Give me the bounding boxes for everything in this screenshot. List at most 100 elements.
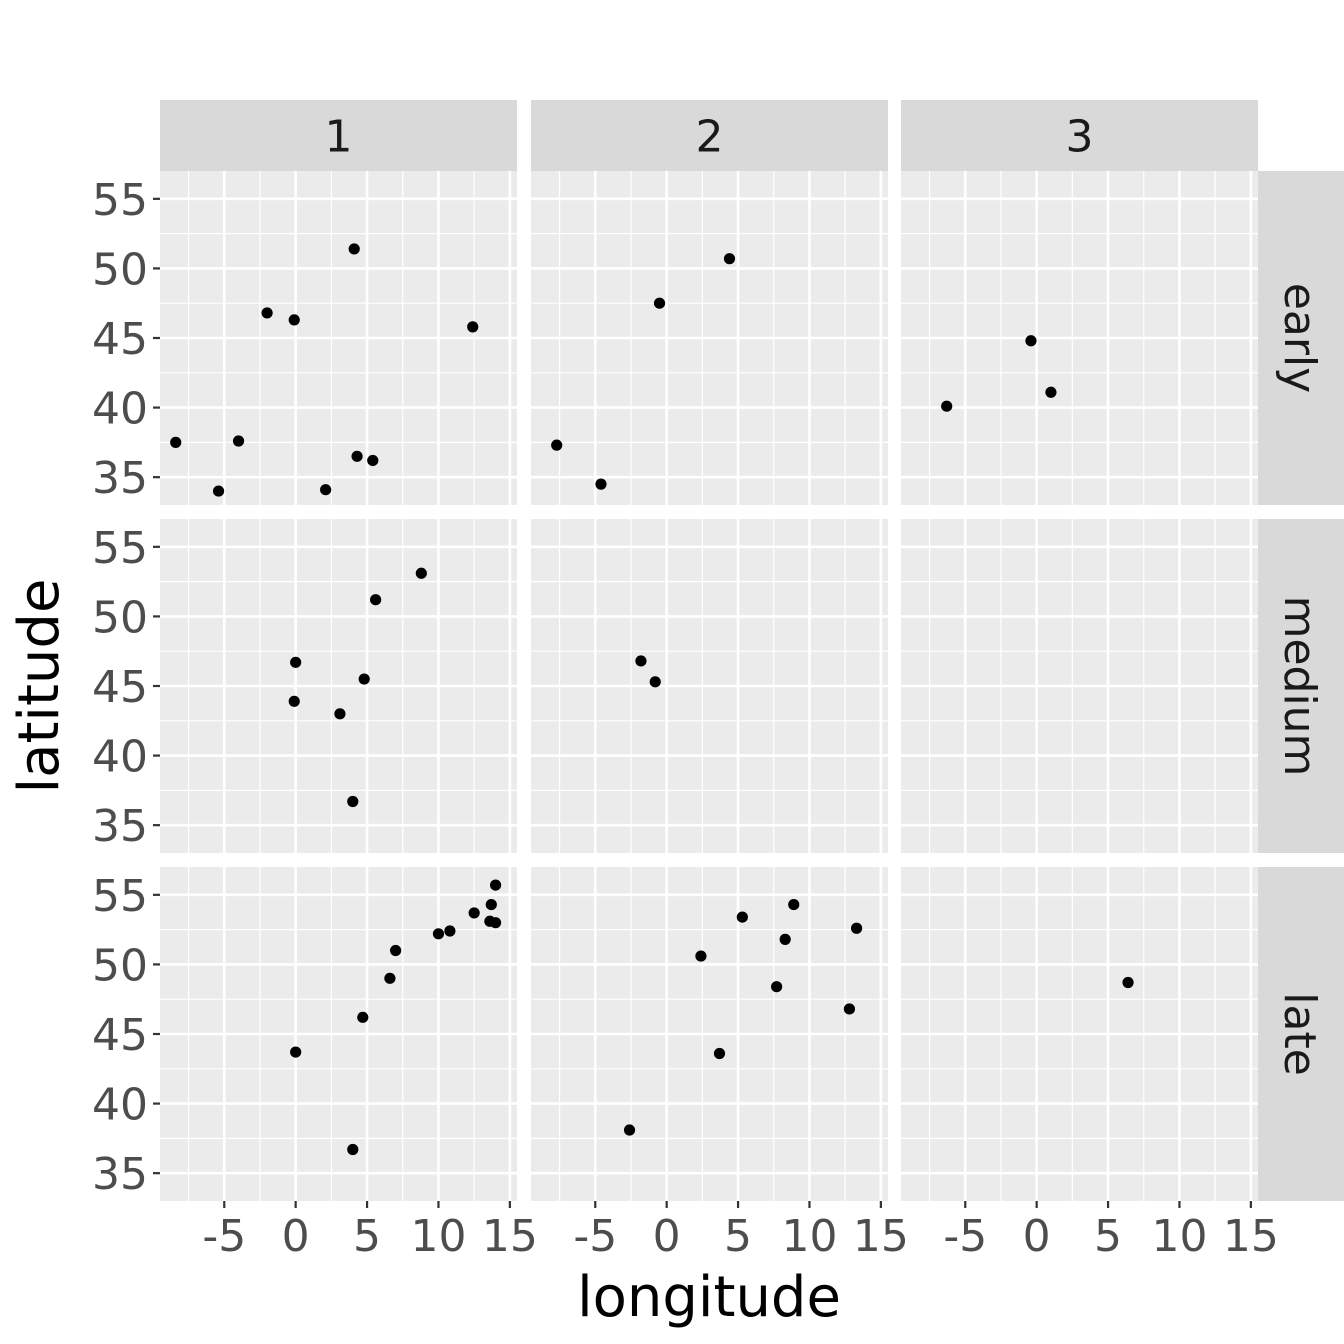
x-tick-label: 15 <box>1223 1211 1279 1262</box>
data-point <box>489 879 502 891</box>
panel-early-1 <box>160 171 517 505</box>
data-point <box>653 297 666 309</box>
row-strip-label: early <box>1274 283 1325 393</box>
x-tick-label: 0 <box>653 1211 681 1262</box>
panels-layer <box>160 171 1258 1201</box>
strips-layer: 1 2 3 early medium late <box>160 100 1344 1201</box>
data-point <box>1045 386 1057 398</box>
data-point <box>357 1011 369 1023</box>
row-strip-early: early <box>1258 171 1344 505</box>
strip-background <box>901 100 1258 171</box>
x-tick-label: 10 <box>410 1211 466 1262</box>
x-tick-label: 10 <box>781 1211 837 1262</box>
data-point <box>334 708 346 720</box>
column-strip-label: 2 <box>696 112 724 163</box>
y-tick-label: 35 <box>92 453 148 504</box>
data-point <box>358 673 370 685</box>
data-point <box>261 307 273 319</box>
data-point <box>444 925 456 937</box>
data-point <box>551 439 563 451</box>
x-tick-label: 15 <box>482 1211 538 1262</box>
data-point <box>212 485 225 497</box>
data-point <box>736 911 748 923</box>
x-tick-label: 5 <box>1094 1211 1122 1262</box>
row-strip-label: medium <box>1274 596 1325 777</box>
data-point <box>843 1003 856 1015</box>
data-point <box>623 1124 636 1136</box>
data-point <box>290 656 302 668</box>
data-point <box>367 454 379 467</box>
data-point <box>788 898 800 911</box>
y-axis-title: latitude <box>7 579 72 794</box>
data-point <box>485 898 497 911</box>
data-point <box>468 907 480 919</box>
data-point <box>635 655 647 667</box>
data-point <box>489 917 502 929</box>
y-tick-label: 55 <box>92 523 148 574</box>
column-strip-1: 1 <box>160 100 517 171</box>
data-point <box>288 695 300 707</box>
x-tick-label: 0 <box>282 1211 310 1262</box>
data-point <box>320 484 332 496</box>
data-point <box>1025 335 1037 347</box>
x-tick-label: -5 <box>573 1211 617 1262</box>
data-point <box>649 676 661 688</box>
x-tick-label: 15 <box>853 1211 909 1262</box>
panel-early-3 <box>901 171 1258 505</box>
x-tick-label: 5 <box>353 1211 381 1262</box>
y-tick-label: 50 <box>92 592 148 643</box>
panel-medium-3 <box>901 519 1258 853</box>
strip-background <box>1258 171 1344 505</box>
panel-late-3 <box>901 867 1258 1201</box>
row-strip-medium: medium <box>1258 519 1344 853</box>
y-tick-label: 45 <box>92 1010 148 1061</box>
column-strip-2: 2 <box>531 100 888 171</box>
y-tick-label: 40 <box>92 732 148 783</box>
data-point <box>695 950 707 962</box>
data-point <box>384 972 396 984</box>
data-point <box>432 928 445 940</box>
x-tick-label: 0 <box>1023 1211 1051 1262</box>
strip-background <box>1258 519 1344 853</box>
data-point <box>771 981 783 993</box>
x-tick-label: 10 <box>1151 1211 1207 1262</box>
y-tick-label: 40 <box>92 384 148 435</box>
x-tick-label: -5 <box>202 1211 246 1262</box>
strip-background <box>1258 867 1344 1201</box>
y-tick-label: 45 <box>92 662 148 713</box>
x-tick-label: 5 <box>724 1211 752 1262</box>
data-point <box>595 478 607 490</box>
x-axis-title: longitude <box>577 1265 841 1330</box>
data-point <box>713 1047 726 1060</box>
data-point <box>850 922 863 934</box>
y-tick-label: 55 <box>92 871 148 922</box>
panel-medium-1 <box>160 519 517 853</box>
column-strip-label: 3 <box>1066 112 1094 163</box>
panel-early-2 <box>531 171 888 505</box>
data-point <box>170 436 182 448</box>
row-strip-label: late <box>1274 992 1325 1076</box>
data-point <box>390 944 402 957</box>
data-point <box>723 253 736 265</box>
panel-late-1 <box>160 867 517 1201</box>
y-tick-label: 45 <box>92 314 148 365</box>
data-point <box>415 567 427 579</box>
data-point <box>347 1143 359 1156</box>
data-point <box>347 795 359 808</box>
x-tick-label: -5 <box>943 1211 987 1262</box>
data-point <box>351 450 363 462</box>
data-point <box>941 400 953 412</box>
data-point <box>232 435 245 447</box>
data-point <box>348 243 360 255</box>
y-tick-label: 50 <box>92 244 148 295</box>
data-point <box>370 594 382 606</box>
row-strip-late: late <box>1258 867 1344 1201</box>
column-strip-label: 1 <box>325 112 353 163</box>
y-tick-label: 50 <box>92 940 148 991</box>
y-tick-label: 35 <box>92 1149 148 1200</box>
panel-medium-2 <box>531 519 888 853</box>
data-point <box>467 321 479 333</box>
data-point <box>290 1046 302 1058</box>
